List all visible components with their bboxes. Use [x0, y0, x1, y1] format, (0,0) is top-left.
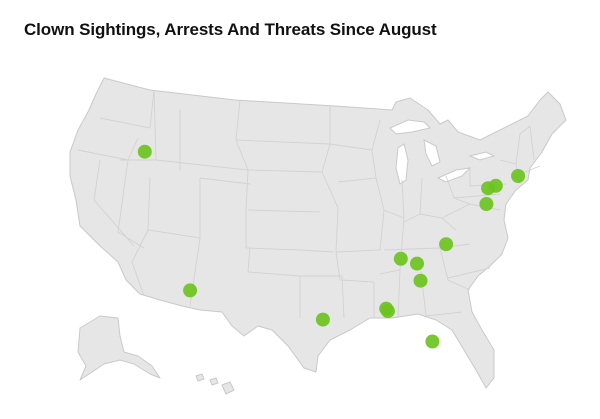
incident-marker[interactable] [425, 334, 440, 349]
incident-marker[interactable] [439, 237, 454, 252]
incident-marker[interactable] [315, 312, 330, 327]
incident-marker[interactable] [380, 304, 395, 319]
incident-marker[interactable] [511, 169, 526, 183]
hawaii-island-2 [209, 377, 219, 386]
incident-marker[interactable] [137, 144, 152, 159]
lake-erie [436, 167, 472, 183]
lake-huron [423, 139, 441, 167]
lake-michigan [395, 143, 409, 185]
incident-marker[interactable] [413, 273, 428, 288]
lake-ontario [468, 151, 496, 161]
incident-markers [137, 144, 526, 349]
hawaii-island-3 [221, 381, 235, 395]
state-borders [77, 89, 541, 319]
contiguous-us-landmass [69, 77, 567, 389]
incident-marker[interactable] [479, 197, 494, 211]
lake-superior [389, 119, 431, 135]
incident-marker[interactable] [183, 283, 198, 298]
incident-marker[interactable] [393, 251, 408, 266]
incident-marker[interactable] [410, 256, 424, 271]
map-title: Clown Sightings, Arrests And Threats Sin… [24, 20, 437, 39]
incident-marker[interactable] [488, 178, 503, 193]
hawaii-island-1 [195, 373, 205, 382]
alaska [77, 315, 161, 381]
